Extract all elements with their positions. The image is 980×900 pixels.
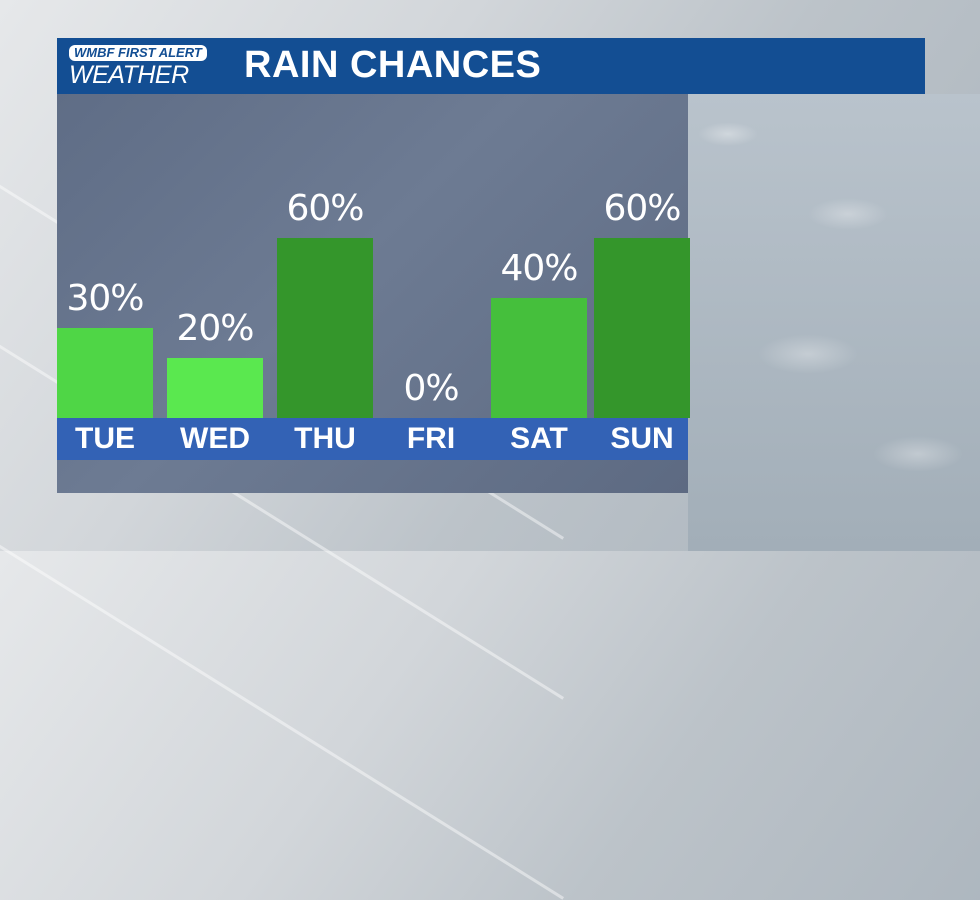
header-bar: WMBF FIRST ALERT WEATHER RAIN CHANCES — [57, 38, 925, 94]
value-label: 0% — [403, 368, 459, 409]
day-label: THU — [294, 422, 356, 455]
value-label: 40% — [500, 248, 578, 289]
day-label: SUN — [610, 422, 674, 455]
day-label: WED — [180, 422, 250, 455]
page-title: RAIN CHANCES — [244, 44, 542, 86]
raindrops-background — [688, 94, 980, 551]
value-label: 60% — [286, 188, 364, 229]
chart-panel: TUE WED THU FRI SAT SUN 30% 20% 60% 0% 40% 60% — [57, 94, 690, 493]
value-label: 60% — [603, 188, 681, 229]
day-label: FRI — [406, 422, 456, 455]
logo-line2: WEATHER — [69, 61, 189, 89]
bar-sun — [594, 238, 690, 418]
bar-wed — [167, 358, 263, 418]
bar-thu — [277, 238, 373, 418]
value-label: 30% — [66, 278, 144, 319]
day-label: SAT — [510, 422, 568, 455]
value-label: 20% — [176, 308, 254, 349]
logo-line1: WMBF FIRST ALERT — [69, 45, 207, 61]
day-label-band: TUE WED THU FRI SAT SUN — [57, 418, 688, 460]
bar-tue — [57, 328, 153, 418]
day-label: TUE — [75, 422, 135, 455]
station-logo: WMBF FIRST ALERT WEATHER — [69, 44, 207, 88]
bar-sat — [491, 298, 587, 418]
